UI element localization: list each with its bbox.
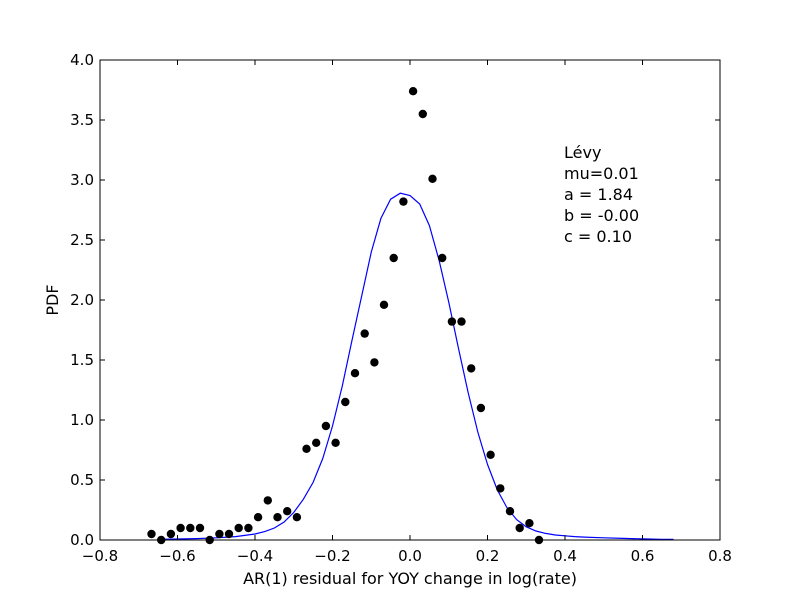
x-tick-label: −0.6 bbox=[159, 547, 195, 565]
data-point bbox=[224, 529, 234, 539]
data-point bbox=[283, 507, 292, 516]
plot-background bbox=[100, 60, 720, 540]
data-point bbox=[408, 87, 418, 96]
data-point bbox=[525, 519, 534, 528]
y-tick-label: 1.0 bbox=[70, 411, 94, 429]
data-point bbox=[302, 444, 311, 453]
y-tick-label: 0.0 bbox=[70, 531, 94, 549]
data-point bbox=[166, 529, 176, 539]
data-point bbox=[331, 438, 340, 447]
data-point bbox=[215, 529, 224, 539]
data-point bbox=[186, 523, 195, 533]
y-tick-label: 1.5 bbox=[70, 351, 94, 369]
annotation-line: mu=0.01 bbox=[564, 164, 639, 183]
data-point bbox=[379, 300, 389, 309]
data-point bbox=[341, 397, 350, 407]
data-point bbox=[505, 507, 515, 516]
data-point bbox=[234, 523, 243, 533]
y-tick-label: 3.5 bbox=[70, 111, 94, 129]
data-point bbox=[399, 197, 408, 206]
x-tick-label: −0.8 bbox=[82, 547, 118, 565]
data-point bbox=[428, 174, 437, 183]
data-point bbox=[147, 529, 156, 539]
x-tick-label: −0.2 bbox=[314, 547, 350, 565]
data-point bbox=[486, 450, 495, 459]
data-point bbox=[350, 369, 360, 378]
fit-line-layer bbox=[158, 192, 674, 540]
data-point bbox=[389, 253, 398, 263]
data-point bbox=[360, 329, 369, 338]
levy-fit-line bbox=[158, 192, 674, 540]
y-tick-label: 3.0 bbox=[70, 171, 94, 189]
annotation-line: a = 1.84 bbox=[564, 185, 633, 204]
x-tick-label: 0.8 bbox=[708, 547, 732, 565]
x-tick-label: 0.0 bbox=[398, 547, 422, 565]
x-tick-label: −0.4 bbox=[237, 547, 273, 565]
data-point bbox=[273, 513, 282, 522]
x-tick-label: 0.2 bbox=[476, 547, 500, 565]
y-tick-label: 2.5 bbox=[70, 231, 94, 249]
data-point bbox=[370, 358, 379, 367]
y-axis-ticks: 0.0 0.5 1.0 1.5 2.0 2.5 3.0 3.5 4.0 bbox=[70, 51, 720, 549]
x-tick-label: 0.4 bbox=[553, 547, 577, 565]
data-point bbox=[476, 403, 486, 413]
x-axis-label: AR(1) residual for YOY change in log(rat… bbox=[243, 569, 577, 588]
x-axis-ticks: −0.8 −0.6 −0.4 −0.2 0.0 0.2 0.4 0.6 0.8 bbox=[82, 60, 732, 565]
data-point bbox=[244, 523, 253, 533]
y-tick-label: 2.0 bbox=[70, 291, 94, 309]
data-point bbox=[496, 484, 505, 493]
fit-parameters-annotation: Lévy mu=0.01 a = 1.84 b = -0.00 c = 0.10 bbox=[564, 143, 639, 246]
data-point bbox=[312, 438, 321, 447]
y-tick-label: 0.5 bbox=[70, 471, 94, 489]
data-point bbox=[195, 523, 205, 533]
data-point bbox=[438, 253, 447, 263]
data-point bbox=[321, 421, 331, 431]
data-point bbox=[263, 496, 272, 505]
data-point bbox=[418, 109, 427, 119]
annotation-line: b = -0.00 bbox=[564, 206, 639, 225]
y-tick-label: 4.0 bbox=[70, 51, 94, 69]
y-axis-label: PDF bbox=[43, 284, 62, 315]
data-point bbox=[447, 317, 457, 326]
data-point bbox=[457, 317, 466, 326]
data-point bbox=[253, 513, 263, 522]
annotation-line: Lévy bbox=[564, 143, 601, 162]
x-tick-label: 0.6 bbox=[631, 547, 655, 565]
data-point bbox=[467, 364, 476, 373]
data-point bbox=[176, 523, 185, 533]
data-point bbox=[515, 523, 524, 533]
annotation-line: c = 0.10 bbox=[564, 227, 632, 246]
data-point bbox=[292, 513, 302, 522]
